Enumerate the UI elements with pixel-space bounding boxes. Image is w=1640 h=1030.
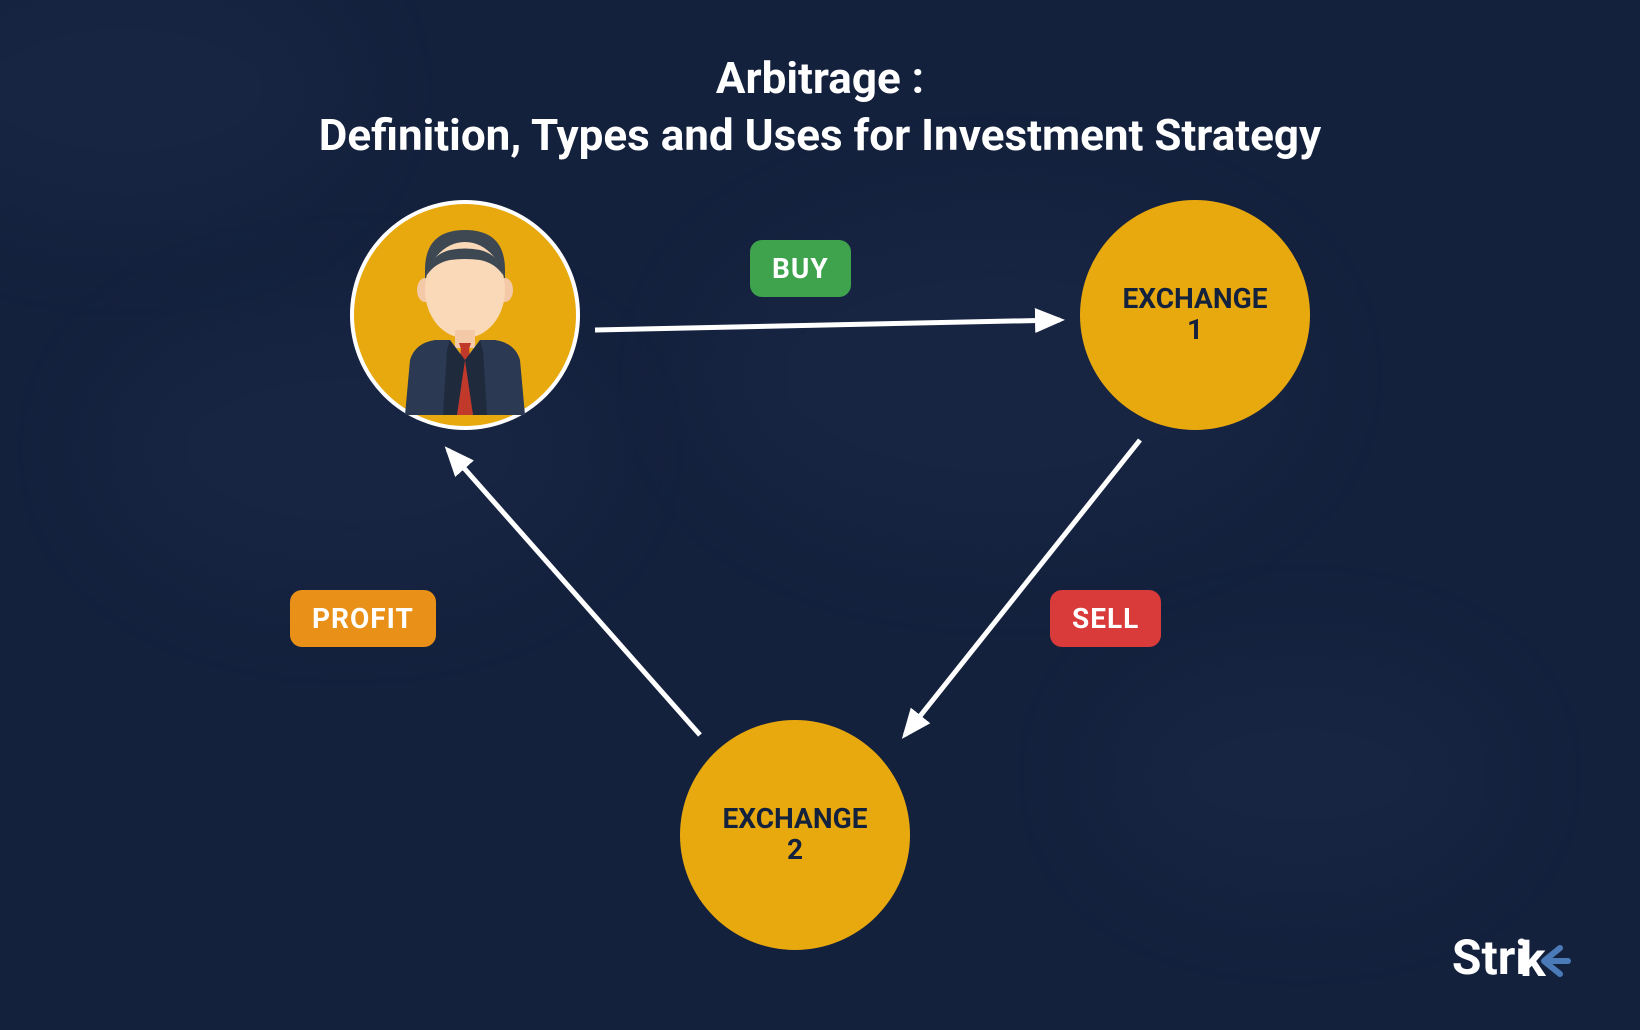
logo-text: Stri [1452, 929, 1528, 986]
sell-badge: SELL [1050, 590, 1161, 647]
buy-badge-text: BUY [772, 252, 829, 285]
profit-badge-text: PROFIT [312, 602, 414, 635]
arrow-exchange1-to-exchange2 [905, 440, 1140, 735]
exchange2-node: EXCHANGE 2 [680, 720, 910, 950]
profit-badge: PROFIT [290, 590, 436, 647]
brand-logo: Strik [1452, 924, 1580, 990]
exchange1-label-top: EXCHANGE [1123, 284, 1268, 315]
exchange1-label-bottom: 1 [1187, 315, 1203, 346]
trader-icon [375, 215, 555, 415]
exchange2-label-bottom: 2 [787, 835, 803, 866]
trader-node [350, 200, 580, 430]
logo-accent: k [1520, 924, 1580, 990]
exchange2-label-top: EXCHANGE [723, 804, 868, 835]
exchange1-node: EXCHANGE 1 [1080, 200, 1310, 430]
sell-badge-text: SELL [1072, 602, 1139, 635]
arrow-trader-to-exchange1 [595, 320, 1060, 330]
arrow-exchange2-to-trader [448, 450, 700, 735]
buy-badge: BUY [750, 240, 851, 297]
